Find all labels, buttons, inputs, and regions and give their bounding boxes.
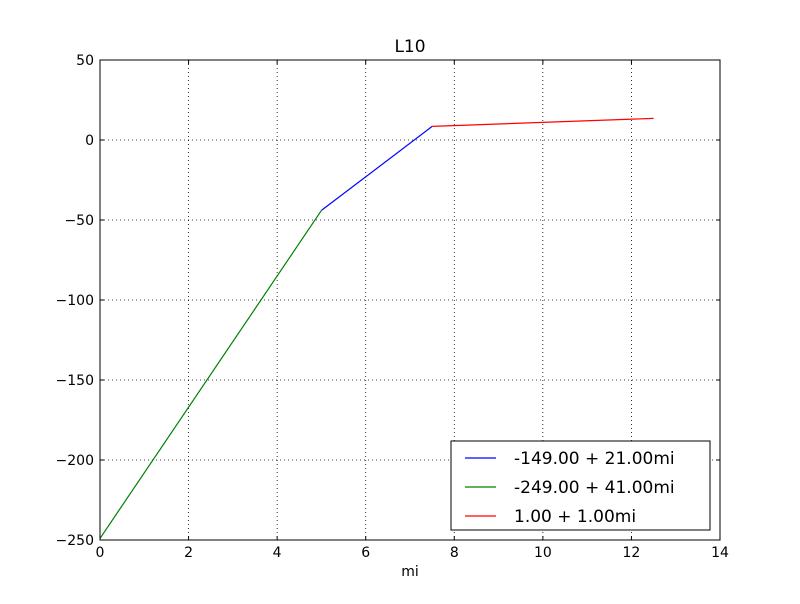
chart-title: L10 [394, 37, 425, 57]
series-lines [99, 117, 654, 539]
series-line-3 [432, 117, 654, 127]
axis-ticks [99, 59, 721, 541]
y-tick-label: 0 [85, 133, 94, 149]
tick-labels: 0 2 4 6 8 10 12 14 50 0 −50 −100 −150 −200 −250 [56, 53, 729, 561]
y-tick-label: 50 [76, 53, 94, 69]
grid [100, 60, 720, 540]
legend-entry-3: 1.00 + 1.00mi [514, 507, 636, 527]
legend-entry-2: -249.00 + 41.00mi [514, 478, 675, 498]
x-tick-label: 10 [534, 545, 552, 561]
x-tick-label: 4 [273, 545, 282, 561]
x-tick-label: 8 [450, 545, 459, 561]
series-line-1 [321, 125, 433, 211]
y-tick-label: −100 [56, 293, 94, 309]
x-tick-label: 12 [623, 545, 641, 561]
x-tick-label: 2 [184, 545, 193, 561]
y-tick-label: −200 [56, 453, 94, 469]
legend: -149.00 + 21.00mi -249.00 + 41.00mi 1.00 +… [450, 440, 711, 531]
x-axis-label: mi [401, 564, 419, 580]
x-tick-label: 0 [96, 545, 105, 561]
legend-box [450, 440, 711, 531]
series-line-2 [99, 210, 322, 539]
x-tick-label: 6 [361, 545, 370, 561]
legend-entry-1: -149.00 + 21.00mi [514, 449, 675, 469]
y-tick-label: −250 [56, 533, 94, 549]
y-tick-label: −50 [64, 213, 94, 229]
y-tick-label: −150 [56, 373, 94, 389]
x-tick-label: 14 [711, 545, 729, 561]
